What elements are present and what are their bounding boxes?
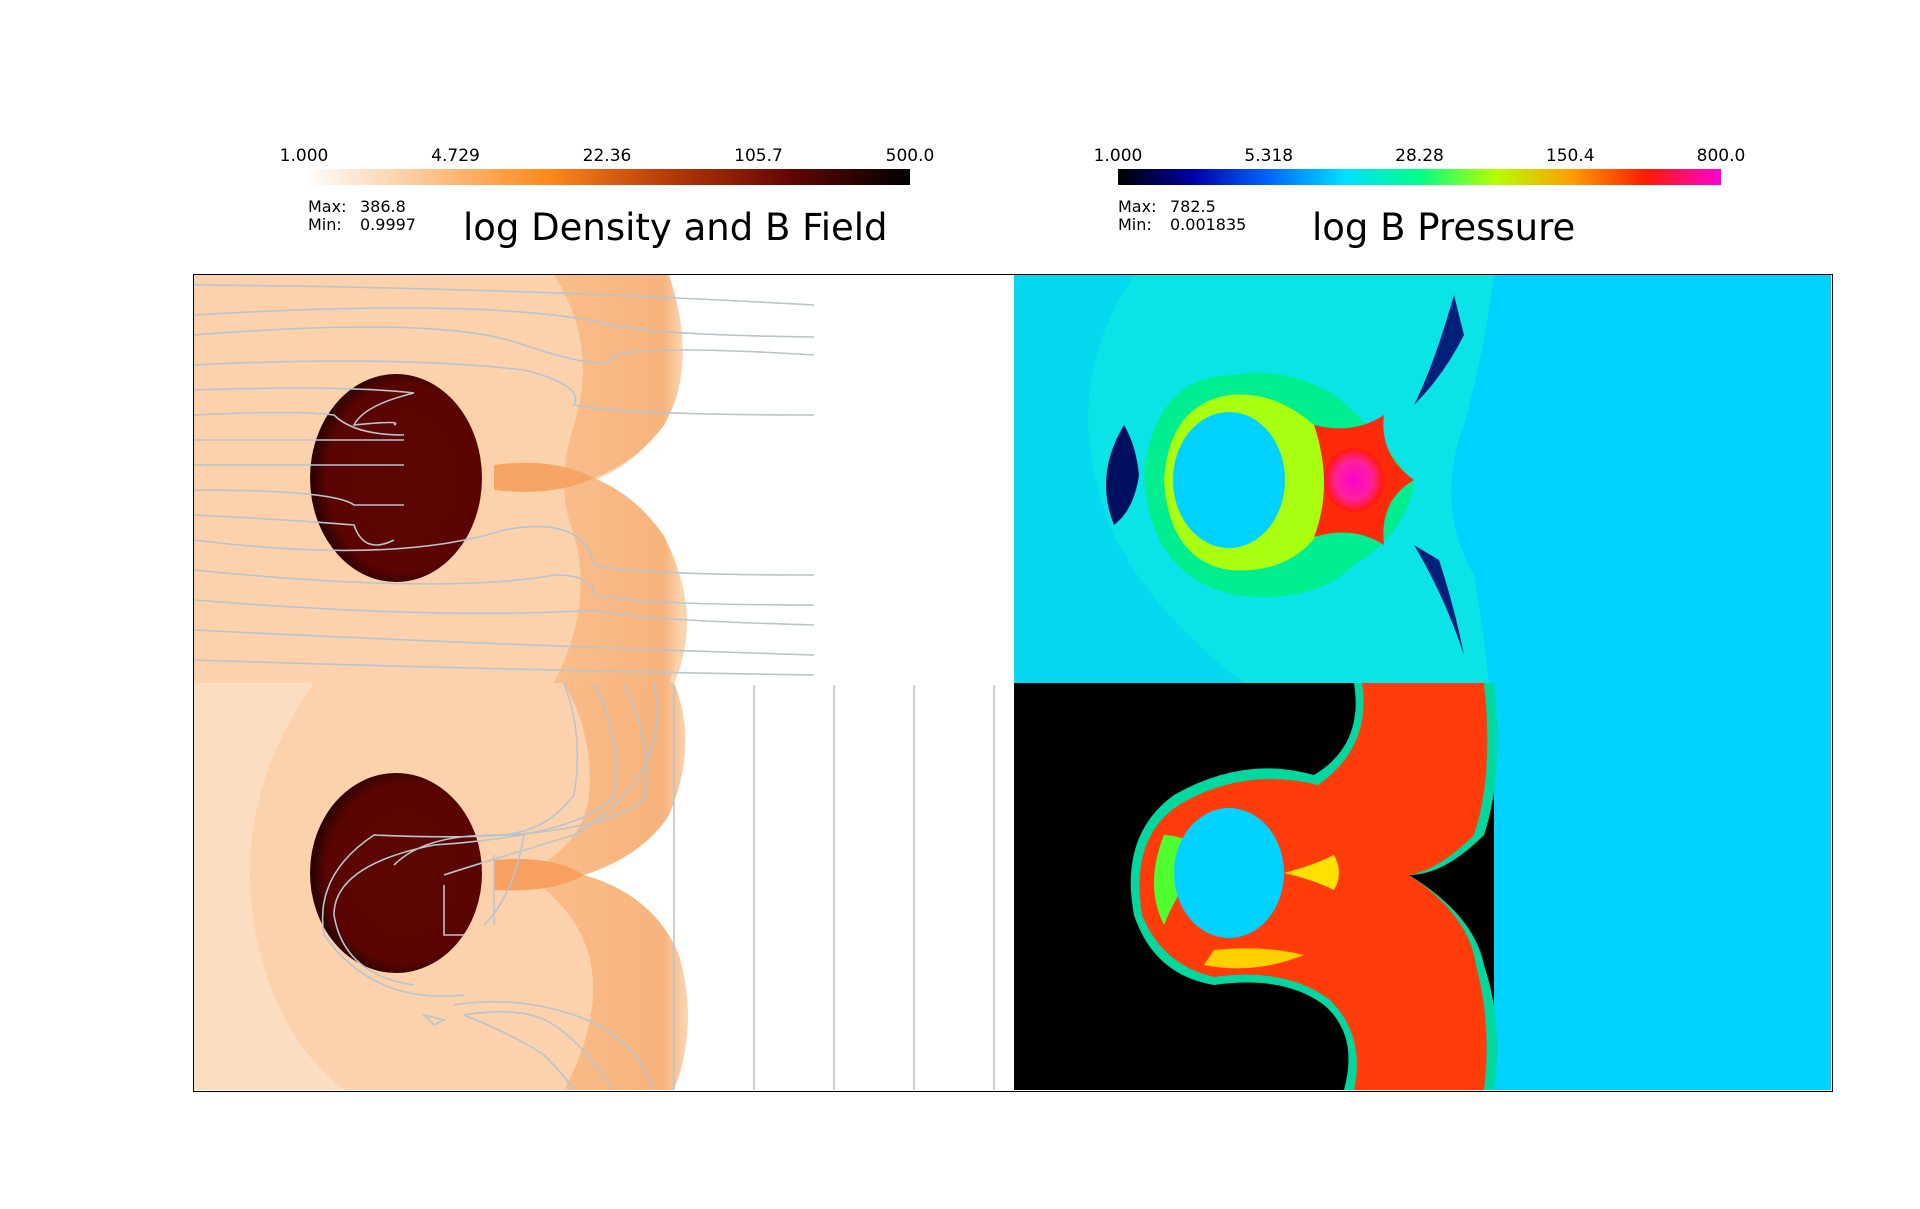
pressure-colorbar: 1.000 5.318 28.28 150.4 800.0 bbox=[1094, 146, 1746, 188]
density-tick-0: 1.000 bbox=[279, 146, 329, 166]
density-min-label: Min: bbox=[308, 215, 342, 234]
pressure-tick-4: 800.0 bbox=[1696, 146, 1746, 166]
density-min-value: 0.9997 bbox=[360, 215, 416, 234]
pressure-top-dark-left bbox=[1106, 425, 1139, 525]
simulation-image bbox=[194, 275, 1831, 1090]
pressure-colorbar-ticks: 1.000 5.318 28.28 150.4 800.0 bbox=[1094, 146, 1746, 166]
density-field-lines bbox=[194, 284, 995, 1090]
pressure-bottom-ring-lower bbox=[1204, 948, 1304, 969]
pressure-stats: Max: 782.5 Min: 0.001835 bbox=[1118, 198, 1246, 234]
pressure-tick-1: 5.318 bbox=[1244, 146, 1294, 166]
density-max-value: 386.8 bbox=[360, 197, 406, 216]
density-clump-top bbox=[310, 374, 482, 582]
density-clump-bottom bbox=[310, 773, 482, 973]
pressure-title: log B Pressure bbox=[1312, 206, 1576, 249]
density-bottom-outer bbox=[194, 683, 344, 1090]
pressure-top-peak bbox=[1324, 448, 1384, 512]
pressure-bottom-shell bbox=[1139, 683, 1488, 1090]
density-bottom-shell bbox=[524, 683, 688, 1090]
density-colorbar: 1.000 4.729 22.36 105.7 500.0 bbox=[280, 146, 935, 188]
density-top-tail bbox=[494, 462, 594, 492]
pressure-panel bbox=[1014, 275, 1831, 1090]
pressure-bottom-yellow bbox=[1284, 855, 1339, 890]
pressure-top-dark-lower bbox=[1414, 545, 1464, 655]
density-colorbar-ticks: 1.000 4.729 22.36 105.7 500.0 bbox=[280, 146, 935, 166]
density-stats: Max: 386.8 Min: 0.9997 bbox=[308, 198, 416, 234]
pressure-tick-0: 1.000 bbox=[1093, 146, 1143, 166]
density-max-label: Max: bbox=[308, 197, 347, 216]
density-tick-3: 105.7 bbox=[734, 146, 783, 166]
pressure-tick-3: 150.4 bbox=[1545, 146, 1595, 166]
pressure-max-value: 782.5 bbox=[1170, 197, 1216, 216]
pressure-min-value: 0.001835 bbox=[1170, 215, 1247, 234]
density-tick-4: 500.0 bbox=[885, 146, 935, 166]
density-panel bbox=[194, 275, 1014, 1090]
pressure-bottom-cavity bbox=[1174, 808, 1284, 938]
density-title: log Density and B Field bbox=[463, 206, 888, 249]
density-colorbar-gradient bbox=[304, 169, 910, 185]
pressure-tick-2: 28.28 bbox=[1395, 146, 1444, 166]
pressure-top-outer bbox=[1014, 275, 1244, 683]
pressure-top-cavity bbox=[1173, 412, 1285, 548]
pressure-colorbar-gradient bbox=[1118, 169, 1721, 185]
simulation-frame bbox=[193, 274, 1833, 1092]
density-tick-1: 4.729 bbox=[431, 146, 480, 166]
density-tick-2: 22.36 bbox=[582, 146, 632, 166]
pressure-max-label: Max: bbox=[1118, 197, 1157, 216]
pressure-min-label: Min: bbox=[1118, 215, 1152, 234]
pressure-top-dark-upper bbox=[1414, 295, 1464, 405]
